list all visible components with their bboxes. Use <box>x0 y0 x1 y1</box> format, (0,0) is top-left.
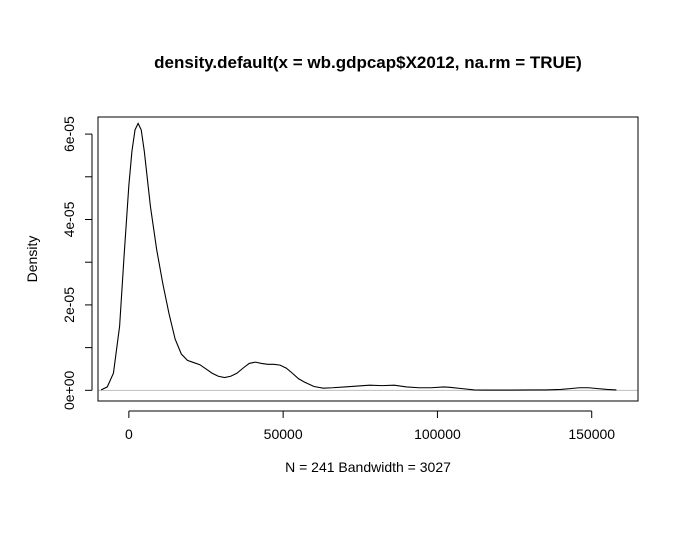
x-tick-label: 150000 <box>568 426 615 442</box>
density-curve <box>100 122 617 391</box>
x-tick-label: 50000 <box>264 426 303 442</box>
x-axis-label: N = 241 Bandwidth = 3027 <box>285 459 451 475</box>
y-axis: 0e+00 2e-05 4e-05 6e-05 <box>61 116 93 410</box>
y-tick-label: 2e-05 <box>61 287 77 323</box>
y-tick-label: 6e-05 <box>61 116 77 152</box>
y-tick-label: 0e+00 <box>61 370 77 410</box>
y-tick-label: 4e-05 <box>61 201 77 237</box>
x-tick-label: 0 <box>125 426 133 442</box>
plot-box <box>97 116 639 402</box>
x-axis: 0 50000 100000 150000 <box>125 410 615 442</box>
chart-title: density.default(x = wb.gdpcap$X2012, na.… <box>154 53 582 72</box>
x-tick-label: 100000 <box>414 426 461 442</box>
y-axis-label: Density <box>24 236 40 283</box>
